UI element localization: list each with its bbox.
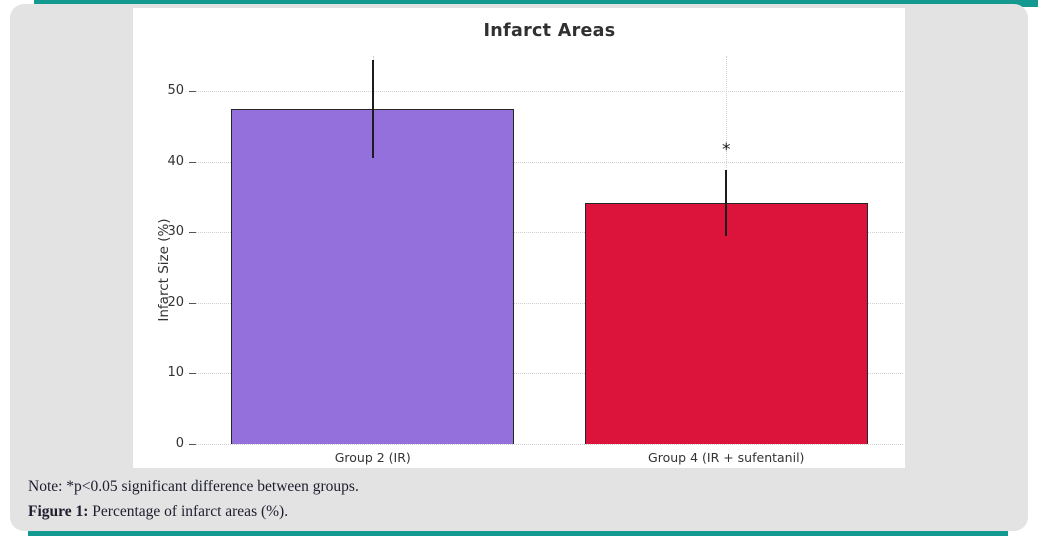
y-gridline	[196, 232, 903, 234]
caption-note: Note: *p<0.05 significant difference bet…	[28, 478, 359, 495]
y-tick-label: 30	[167, 224, 184, 240]
caption-figure-label: Figure 1:	[28, 503, 89, 520]
y-tick-mark	[189, 444, 196, 445]
y-tick-mark	[189, 91, 196, 93]
y-tick-label: 20	[167, 294, 184, 310]
teal-rule-bottom	[28, 529, 1008, 536]
y-gridline	[196, 91, 903, 93]
y-tick-label: 10	[167, 365, 184, 381]
bar-group2	[231, 108, 515, 444]
significance-asterisk: *	[722, 139, 731, 160]
error-bar	[371, 60, 374, 158]
y-gridline	[196, 444, 903, 445]
teal-rule-top	[34, 0, 1038, 7]
y-gridline	[196, 302, 903, 304]
y-tick-mark	[189, 161, 196, 163]
y-tick-mark	[189, 232, 196, 234]
x-tick-label: Group 4 (IR + sufentanil)	[648, 450, 805, 465]
y-tick-mark	[189, 373, 196, 375]
bar-group4	[584, 202, 868, 444]
y-tick-label: 50	[167, 83, 184, 99]
y-gridline	[196, 373, 903, 375]
y-gridline	[196, 161, 903, 163]
caption-figure-text: Percentage of infarct areas (%).	[88, 503, 289, 520]
y-tick-label: 40	[167, 153, 184, 169]
caption-figure: Figure 1: Percentage of infarct areas (%…	[28, 503, 928, 521]
y-tick-mark	[189, 302, 196, 304]
chart-title: Infarct Areas	[483, 21, 616, 41]
x-tick-label: Group 2 (IR)	[334, 450, 411, 465]
error-bar	[725, 169, 728, 236]
y-tick-label: 0	[175, 436, 184, 451]
